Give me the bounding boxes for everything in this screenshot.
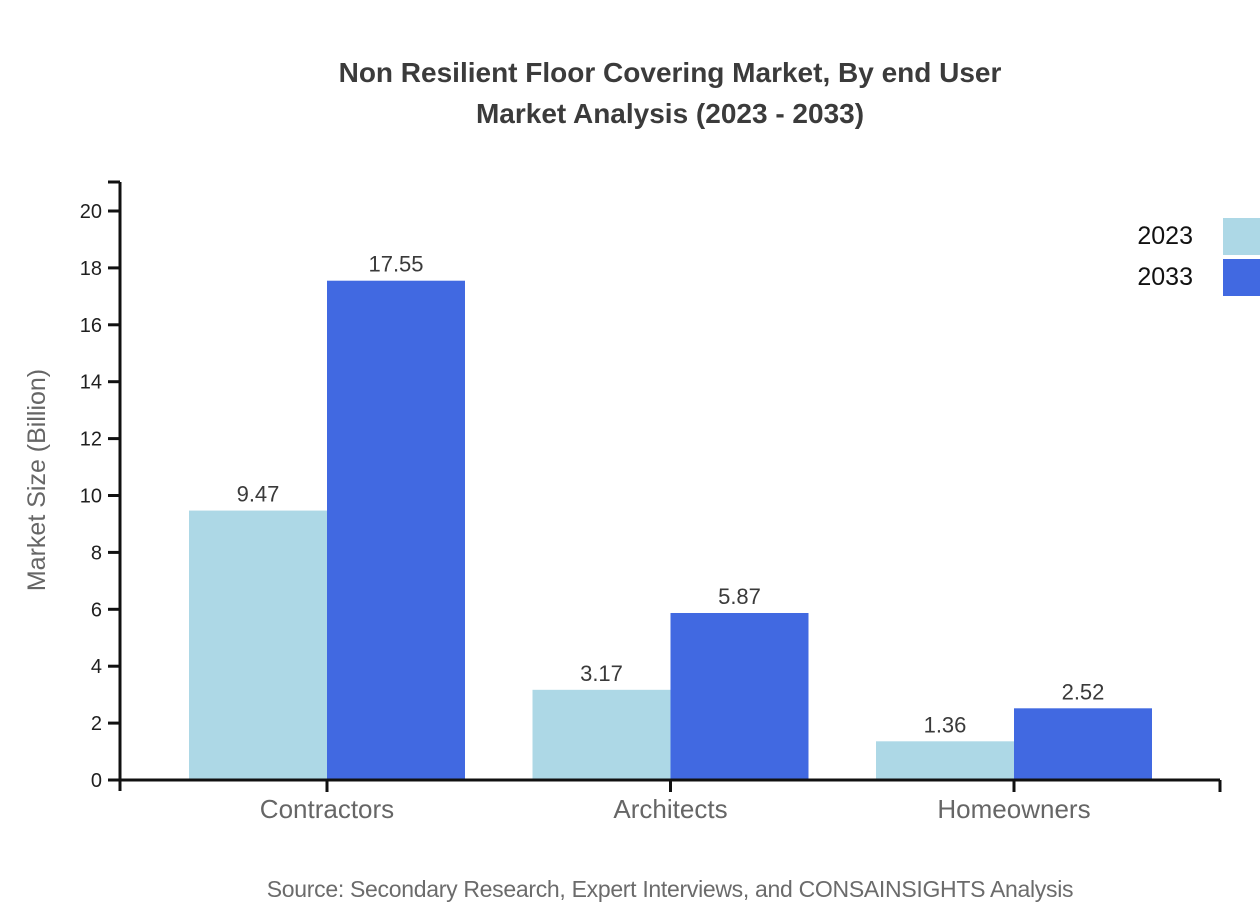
legend-swatch-icon bbox=[1223, 259, 1260, 296]
y-tick-label: 2 bbox=[91, 713, 102, 735]
y-tick-label: 14 bbox=[80, 372, 102, 394]
category-label-architects: Architects bbox=[613, 794, 727, 824]
value-labels: 9.47 3.17 1.36 17.55 5.87 2.52 bbox=[237, 252, 1105, 738]
category-label-homeowners: Homeowners bbox=[937, 794, 1090, 824]
value-label-2033-architects: 5.87 bbox=[718, 584, 761, 609]
legend-item-2023: 2023 bbox=[1133, 218, 1260, 255]
y-tick-label: 0 bbox=[91, 770, 102, 792]
x-category-labels: Contractors Architects Homeowners bbox=[260, 794, 1091, 824]
bar-2033-homeowners bbox=[1014, 708, 1152, 780]
value-label-2023-architects: 3.17 bbox=[580, 661, 623, 686]
legend-label: 2023 bbox=[1137, 222, 1193, 250]
bar-2023-homeowners bbox=[876, 741, 1014, 780]
chart-title-line1: Non Resilient Floor Covering Market, By … bbox=[338, 57, 1002, 88]
category-label-contractors: Contractors bbox=[260, 794, 394, 824]
axes bbox=[108, 180, 1222, 792]
legend-swatch-icon bbox=[1223, 218, 1260, 255]
bar-2023-contractors bbox=[189, 510, 327, 780]
value-label-2023-homeowners: 1.36 bbox=[924, 712, 967, 737]
y-tick-label: 20 bbox=[80, 201, 102, 223]
chart-title: Non Resilient Floor Covering Market, By … bbox=[120, 52, 1220, 134]
bar-2023-architects bbox=[532, 689, 671, 780]
y-tick-label: 12 bbox=[80, 429, 102, 451]
y-tick-labels: 0 2 4 6 8 10 12 14 16 18 20 bbox=[80, 201, 102, 792]
legend-label: 2033 bbox=[1137, 263, 1193, 291]
bar-2033-contractors bbox=[327, 280, 465, 780]
legend: 2023 2033 bbox=[1133, 218, 1260, 300]
y-tick-label: 16 bbox=[80, 315, 102, 337]
value-label-2033-contractors: 17.55 bbox=[368, 252, 423, 277]
legend-item-2033: 2033 bbox=[1133, 259, 1260, 296]
chart-title-line2: Market Analysis (2023 - 2033) bbox=[475, 98, 865, 129]
y-tick-label: 4 bbox=[91, 656, 102, 678]
y-tick-label: 18 bbox=[80, 258, 102, 280]
value-label-2033-homeowners: 2.52 bbox=[1062, 679, 1105, 704]
y-tick-label: 8 bbox=[91, 542, 102, 564]
y-tick-label: 10 bbox=[80, 486, 102, 508]
source-text: Source: Secondary Research, Expert Inter… bbox=[266, 876, 1074, 902]
value-label-2023-contractors: 9.47 bbox=[237, 482, 280, 507]
bars bbox=[189, 280, 1152, 780]
bar-2033-architects bbox=[670, 612, 809, 780]
y-tick-label: 6 bbox=[91, 599, 102, 621]
